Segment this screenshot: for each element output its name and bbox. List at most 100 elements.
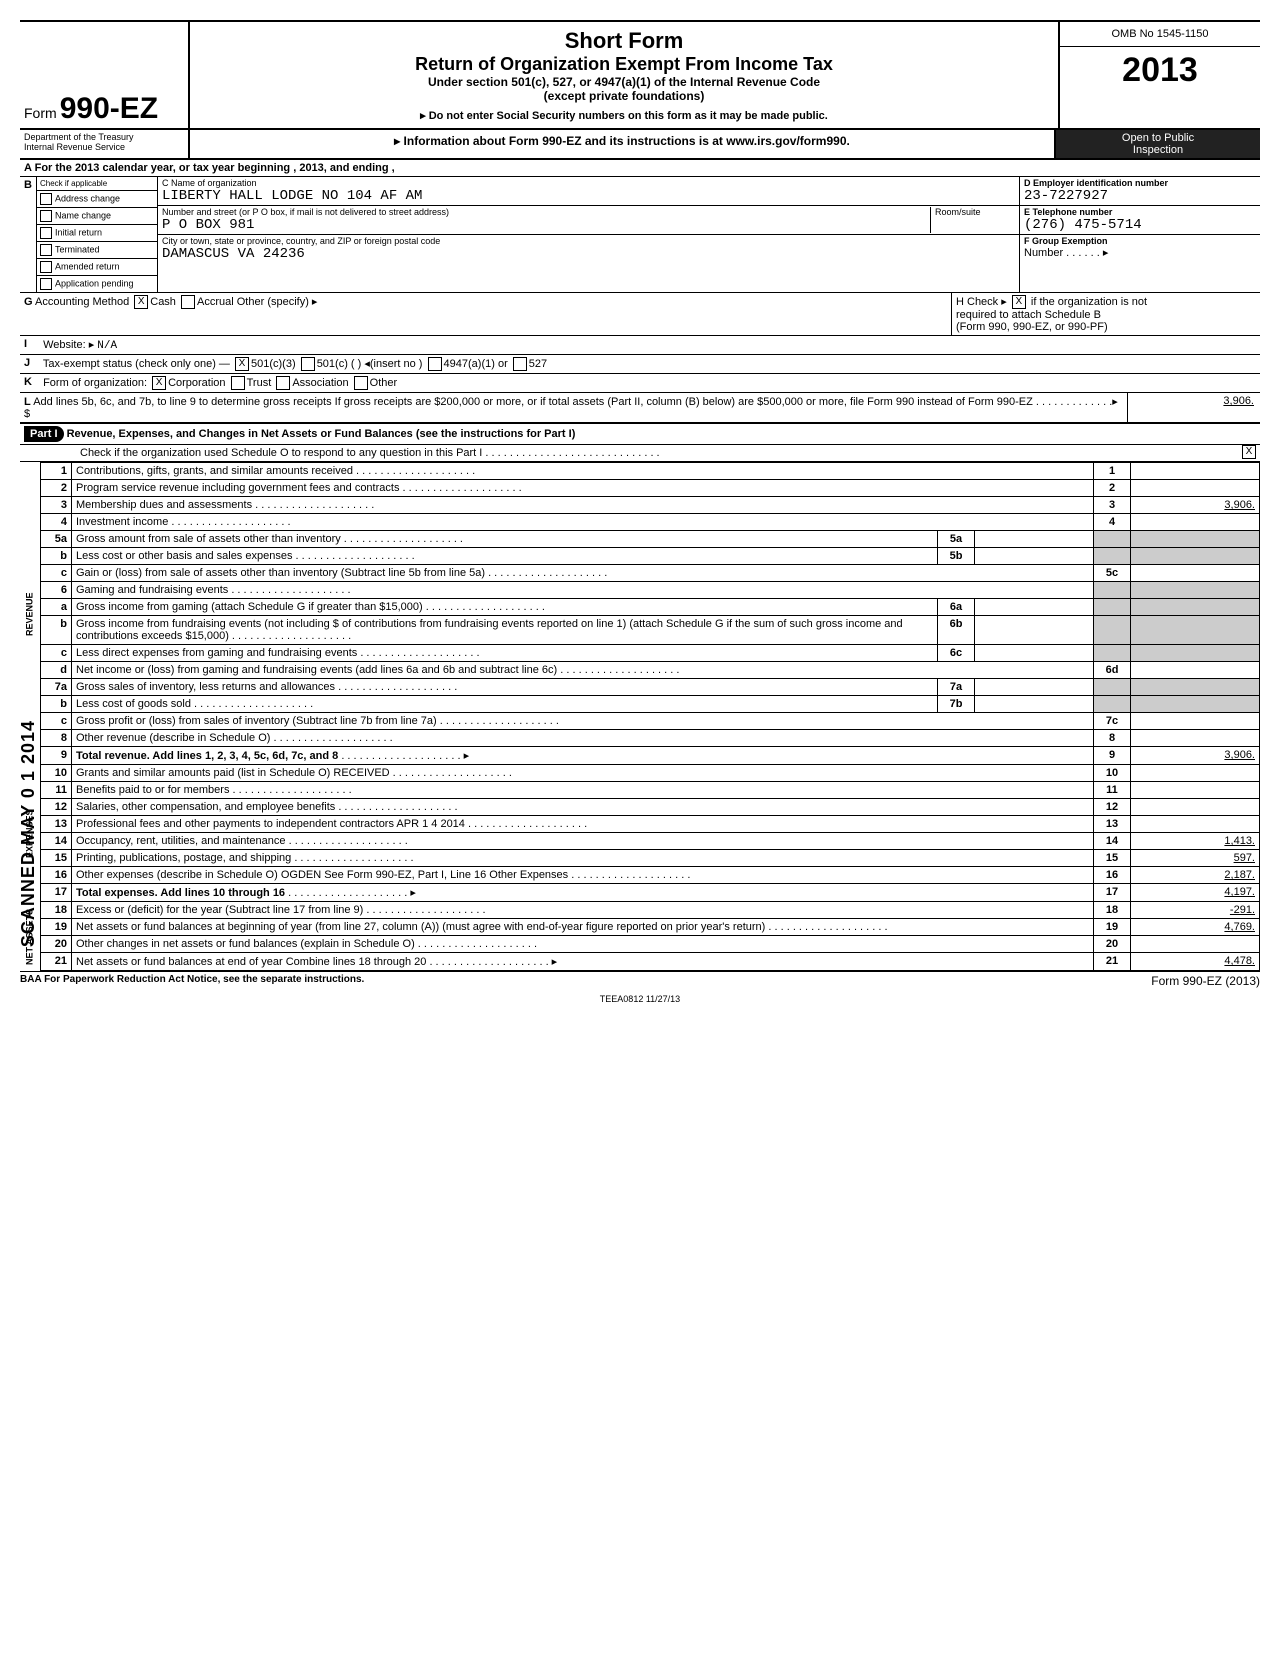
street-lbl: Number and street (or P O box, if mail i… xyxy=(162,207,930,217)
amt-shade xyxy=(1131,679,1260,696)
chk-name[interactable]: Name change xyxy=(37,208,157,225)
col-def: D Employer identification number 23-7227… xyxy=(1019,177,1260,292)
dept-1: Department of the Treasury xyxy=(24,132,184,142)
line-number: 11 xyxy=(41,782,72,799)
line-num-col: 1 xyxy=(1094,463,1131,480)
line-amount[interactable] xyxy=(1131,662,1260,679)
line-number: 14 xyxy=(41,833,72,850)
line-amount[interactable]: 4,478. xyxy=(1131,953,1260,971)
line-amount[interactable] xyxy=(1131,765,1260,782)
line-number: 20 xyxy=(41,936,72,953)
line-number: b xyxy=(41,616,72,645)
chk-pending[interactable]: Application pending xyxy=(37,276,157,292)
line-number: 19 xyxy=(41,919,72,936)
chk-501c[interactable] xyxy=(301,357,315,371)
line-amount[interactable] xyxy=(1131,782,1260,799)
section-label: EXPENSES xyxy=(20,765,41,902)
sub-amount[interactable] xyxy=(975,616,1094,645)
subtitle-2: (except private foundations) xyxy=(198,89,1050,103)
chk-accrual[interactable] xyxy=(181,295,195,309)
line-desc: Excess or (deficit) for the year (Subtra… xyxy=(72,902,1094,919)
amt-shade xyxy=(1131,616,1260,645)
part1-check-text: Check if the organization used Schedule … xyxy=(20,445,1240,461)
line-amount[interactable]: -291. xyxy=(1131,902,1260,919)
sub-amount[interactable] xyxy=(975,679,1094,696)
line-desc: Grants and similar amounts paid (list in… xyxy=(72,765,1094,782)
line-desc: Total revenue. Add lines 1, 2, 3, 4, 5c,… xyxy=(72,747,1094,765)
line-desc: Gross amount from sale of assets other t… xyxy=(72,531,938,548)
open-inspection: Open to Public Inspection xyxy=(1054,130,1260,158)
l-amount: 3,906. xyxy=(1127,393,1260,422)
sub-number: 7b xyxy=(938,696,975,713)
sub-amount[interactable] xyxy=(975,531,1094,548)
chk-trust[interactable] xyxy=(231,376,245,390)
line-amount[interactable] xyxy=(1131,730,1260,747)
chk-terminated[interactable]: Terminated xyxy=(37,242,157,259)
chk-schedb[interactable]: X xyxy=(1012,295,1026,309)
num-shade xyxy=(1094,548,1131,565)
line-num-col: 16 xyxy=(1094,867,1131,884)
chk-amended[interactable]: Amended return xyxy=(37,259,157,276)
chk-assoc[interactable] xyxy=(276,376,290,390)
city-row: City or town, state or province, country… xyxy=(158,235,1019,292)
street-val: P O BOX 981 xyxy=(162,217,930,233)
h-text3: required to attach Schedule B xyxy=(956,309,1101,321)
line-amount[interactable]: 1,413. xyxy=(1131,833,1260,850)
g-label: Accounting Method xyxy=(35,296,129,308)
street-row: Number and street (or P O box, if mail i… xyxy=(158,206,1019,235)
line-desc: Occupancy, rent, utilities, and maintena… xyxy=(72,833,1094,850)
sub-amount[interactable] xyxy=(975,599,1094,616)
line-num-col: 7c xyxy=(1094,713,1131,730)
chk-4947[interactable] xyxy=(428,357,442,371)
line-amount[interactable]: 4,197. xyxy=(1131,884,1260,902)
foot-tee: TEEA0812 11/27/13 xyxy=(20,994,1260,1004)
chk-cash[interactable]: X xyxy=(134,295,148,309)
line-number: c xyxy=(41,645,72,662)
chk-527[interactable] xyxy=(513,357,527,371)
line-amount[interactable] xyxy=(1131,799,1260,816)
chk-address[interactable]: Address change xyxy=(37,191,157,208)
sub-number: 5b xyxy=(938,548,975,565)
line-amount[interactable]: 597. xyxy=(1131,850,1260,867)
amt-shade xyxy=(1131,548,1260,565)
row-a: A For the 2013 calendar year, or tax yea… xyxy=(20,160,1260,177)
line-num-col: 4 xyxy=(1094,514,1131,531)
line-amount[interactable]: 2,187. xyxy=(1131,867,1260,884)
chk-501c3[interactable]: X xyxy=(235,357,249,371)
line-number: a xyxy=(41,599,72,616)
line-desc: Professional fees and other payments to … xyxy=(72,816,1094,833)
line-amount[interactable] xyxy=(1131,514,1260,531)
sub-number: 6b xyxy=(938,616,975,645)
chk-other[interactable] xyxy=(354,376,368,390)
city-lbl: City or town, state or province, country… xyxy=(162,236,1015,246)
line-amount[interactable] xyxy=(1131,480,1260,497)
sub-amount[interactable] xyxy=(975,548,1094,565)
col-b-checks: Check if applicable Address change Name … xyxy=(37,177,158,292)
section-label: NET ASSETS xyxy=(20,902,41,971)
line-amount[interactable] xyxy=(1131,713,1260,730)
line-amount[interactable] xyxy=(1131,463,1260,480)
chk-schedo[interactable]: X xyxy=(1242,445,1256,459)
line-amount[interactable]: 3,906. xyxy=(1131,497,1260,514)
line-amount[interactable] xyxy=(1131,816,1260,833)
chk-initial[interactable]: Initial return xyxy=(37,225,157,242)
sub-amount[interactable] xyxy=(975,696,1094,713)
line-amount[interactable] xyxy=(1131,565,1260,582)
row-i: I Website: ▸ N/A xyxy=(20,336,1260,355)
form-page: SCANNED MAY 0 1 2014 Form 990-EZ Short F… xyxy=(20,20,1260,1004)
part1-title: Revenue, Expenses, and Changes in Net As… xyxy=(67,428,576,440)
line-desc: Program service revenue including govern… xyxy=(72,480,1094,497)
line-amount[interactable]: 3,906. xyxy=(1131,747,1260,765)
sub-amount[interactable] xyxy=(975,645,1094,662)
k-label: Form of organization: xyxy=(43,377,147,389)
chk-corp[interactable]: X xyxy=(152,376,166,390)
line-num-col: 10 xyxy=(1094,765,1131,782)
room-lbl: Room/suite xyxy=(935,207,1015,217)
line-number: 8 xyxy=(41,730,72,747)
line-amount[interactable] xyxy=(1131,936,1260,953)
line-amount[interactable]: 4,769. xyxy=(1131,919,1260,936)
line-desc: Total expenses. Add lines 10 through 16 … xyxy=(72,884,1094,902)
col-b-title: Check if applicable xyxy=(37,177,157,191)
entity-header: B Check if applicable Address change Nam… xyxy=(20,177,1260,293)
sub-number: 7a xyxy=(938,679,975,696)
